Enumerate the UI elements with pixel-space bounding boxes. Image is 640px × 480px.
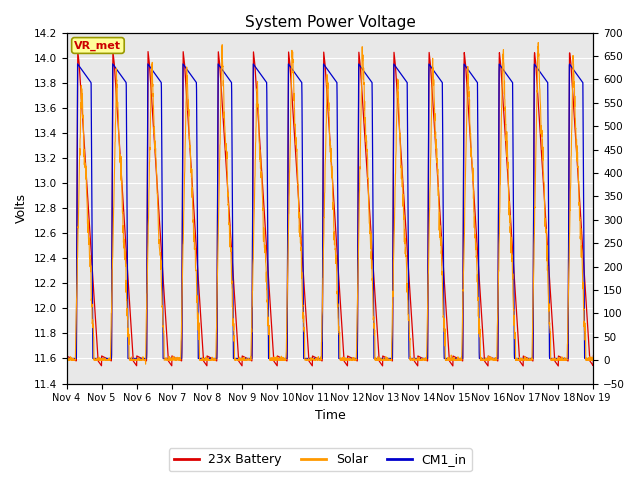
Title: System Power Voltage: System Power Voltage (244, 15, 415, 30)
Legend: 23x Battery, Solar, CM1_in: 23x Battery, Solar, CM1_in (168, 448, 472, 471)
X-axis label: Time: Time (315, 409, 346, 422)
Text: VR_met: VR_met (74, 40, 122, 50)
Y-axis label: Volts: Volts (15, 193, 28, 223)
